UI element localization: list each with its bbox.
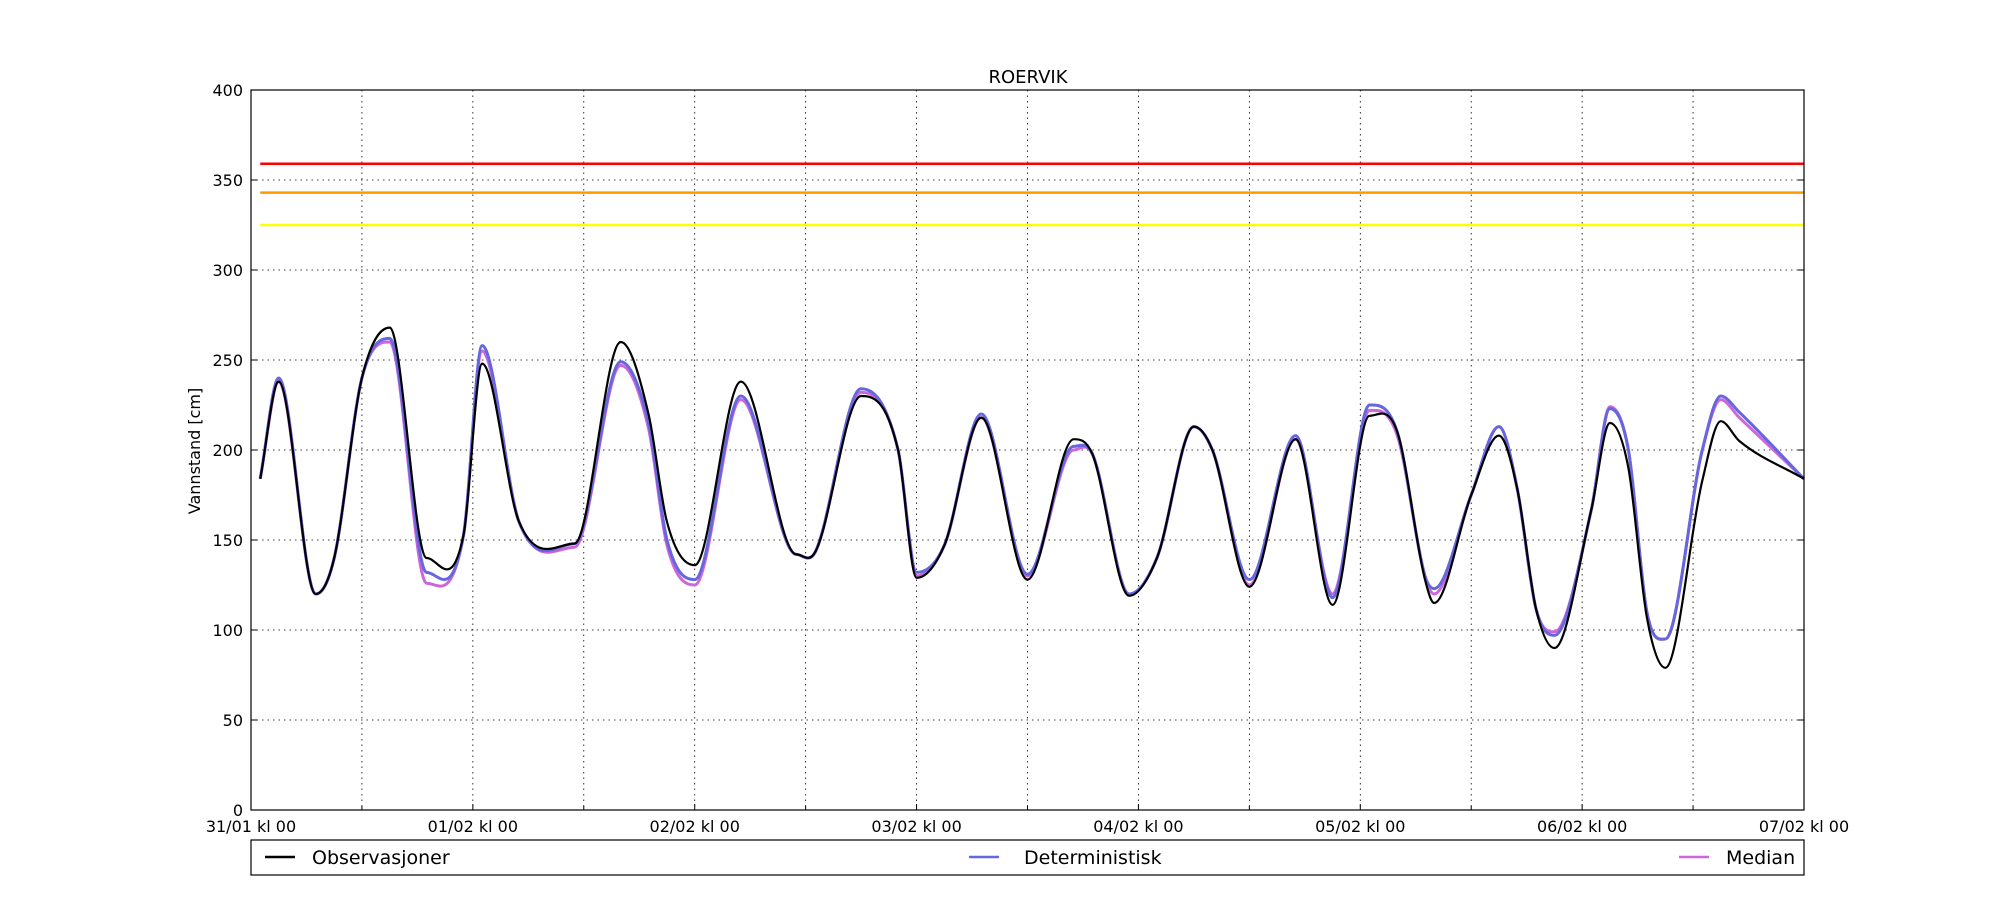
y-tick-label: 150: [212, 531, 243, 550]
x-tick-label: 31/01 kl 00: [206, 817, 296, 836]
y-axis-label: Vannstand [cm]: [185, 388, 204, 514]
legend-label: Median: [1726, 847, 1795, 869]
legend-label: Deterministisk: [1024, 847, 1162, 869]
y-tick-label: 250: [212, 351, 243, 370]
series-lines: [258, 326, 1806, 669]
axis-ticks: 0 50 100 150 200 250 300 350 400 31/01 kl 00 01/02…: [206, 81, 1849, 836]
series-line-observasjoner: [259, 326, 1805, 669]
threshold-lines: [260, 162, 1804, 227]
legend: Observasjoner Deterministisk Median: [250, 839, 1805, 876]
gridlines: [251, 90, 1804, 810]
legend-label: Observasjoner: [312, 847, 450, 869]
y-tick-label: 0: [233, 801, 243, 820]
series-line-deterministisk: [258, 336, 1806, 641]
x-tick-label: 06/02 kl 00: [1537, 817, 1627, 836]
y-tick-label: 100: [212, 621, 243, 640]
chart-title: ROERVIK: [989, 67, 1069, 88]
x-tick-label: 03/02 kl 00: [871, 817, 961, 836]
x-tick-label: 07/02 kl 00: [1759, 817, 1849, 836]
legend-frame: [250, 839, 1805, 876]
x-tick-label: 02/02 kl 00: [650, 817, 740, 836]
x-tick-label: 01/02 kl 00: [428, 817, 518, 836]
y-tick-label: 350: [212, 171, 243, 190]
x-tick-label: 04/02 kl 00: [1093, 817, 1183, 836]
y-tick-label: 300: [212, 261, 243, 280]
y-tick-label: 50: [223, 711, 243, 730]
y-tick-label: 200: [212, 441, 243, 460]
y-tick-label: 400: [212, 81, 243, 100]
x-tick-label: 05/02 kl 00: [1315, 817, 1405, 836]
